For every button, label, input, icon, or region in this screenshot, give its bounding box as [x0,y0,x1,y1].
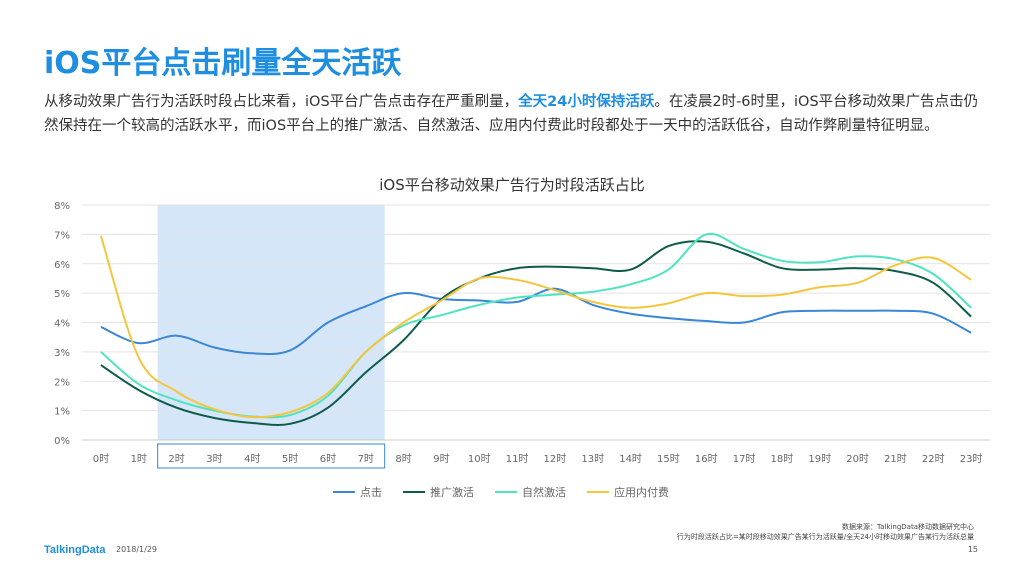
description-highlight: 全天24小时保持活跃 [518,94,655,110]
footer-date: 2018/1/29 [116,545,158,554]
x-tick-label: 14时 [619,453,642,465]
x-tick-label: 16时 [695,453,718,465]
x-tick-label: 5时 [282,453,298,465]
description-text-2: 。在凌晨2时-6时里，iOS平台移动效果广告点击仍然保持在一个较高的活跃水平，而… [44,94,979,134]
x-tick-label: 0时 [93,453,109,465]
series-line-3 [99,235,972,419]
legend-label: 应用内付费 [614,485,669,499]
x-tick-label: 13时 [581,453,604,465]
legend-label: 点击 [360,486,382,499]
x-tick-label: 4时 [244,453,260,465]
x-tick-label: 1时 [131,453,147,465]
chart-title: iOS平台移动效果广告行为时段活跃占比 [379,176,645,194]
x-tick-label: 11时 [506,453,529,465]
description-text-1: 从移动效果广告行为活跃时段占比来看，iOS平台广告点击存在严重刷量， [44,94,519,110]
talkingdata-logo: TalkingData [44,544,106,556]
description-paragraph: 从移动效果广告行为活跃时段占比来看，iOS平台广告点击存在严重刷量，全天24小时… [44,90,984,138]
source-note: 数据来源：TalkingData移动数据研究中心 行为时段活跃占比=某时段移动效… [677,522,974,542]
x-tick-label: 6时 [320,453,336,465]
y-tick-label: 4% [54,319,70,330]
page-number: 15 [967,545,978,554]
page-title: iOS平台点击刷量全天活跃 [44,46,402,81]
y-tick-label: 7% [54,230,70,241]
x-tick-label: 8时 [395,453,411,465]
x-tick-label: 2时 [168,453,184,465]
legend-label: 自然激活 [522,485,566,499]
y-tick-label: 6% [54,260,70,271]
y-tick-label: 3% [54,348,70,359]
x-tick-label: 10时 [468,453,491,465]
highlight-label-box [157,443,386,469]
x-tick-label: 23时 [960,453,983,465]
x-tick-label: 20时 [846,453,869,465]
y-tick-label: 0% [54,436,70,447]
series-line-0 [100,287,972,355]
y-tick-label: 2% [54,377,70,388]
y-tick-label: 1% [54,407,70,418]
x-tick-label: 9时 [433,453,449,465]
source-line-1: 数据来源：TalkingData移动数据研究中心 [842,523,974,531]
x-tick-label: 15时 [657,453,680,465]
x-tick-label: 19时 [808,453,831,465]
x-tick-label: 7时 [358,453,374,465]
x-tick-label: 22时 [922,453,945,465]
x-tick-label: 18时 [771,453,794,465]
source-line-2: 行为时段活跃占比=某时段移动效果广告某行为活跃量/全天24小时移动效果广告某行为… [676,533,974,541]
y-tick-label: 5% [54,289,70,300]
x-tick-label: 21时 [884,453,907,465]
y-tick-label: 8% [54,201,70,212]
x-tick-label: 17时 [733,453,756,465]
x-tick-label: 3时 [206,453,222,465]
x-tick-label: 12时 [544,453,567,465]
series-line-1 [100,240,972,426]
legend-label: 推广激活 [430,485,474,499]
